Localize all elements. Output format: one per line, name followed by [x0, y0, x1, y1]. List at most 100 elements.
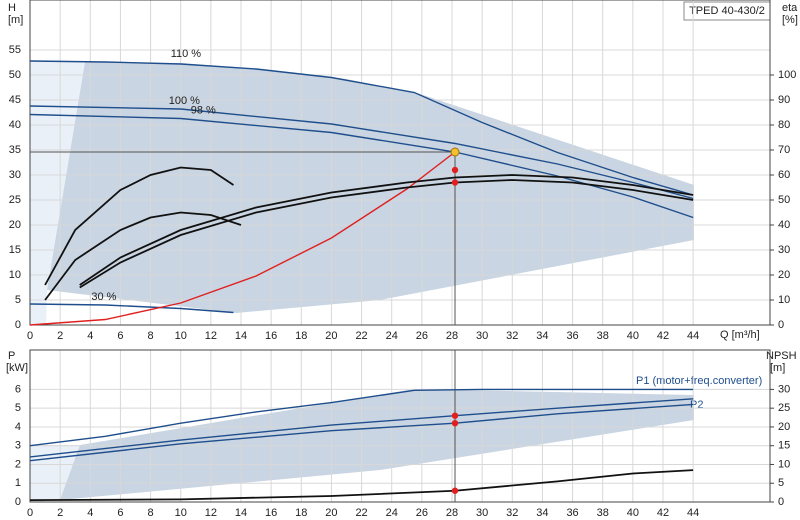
y-tick-label: 5 — [15, 402, 21, 414]
y-tick-label: 1 — [15, 477, 21, 489]
x-tick-label: 14 — [235, 507, 247, 519]
series-line — [44, 166, 234, 286]
y2-tick-label: 90 — [778, 94, 790, 106]
y2-tick-label: 0 — [778, 496, 784, 508]
x-tick-label: 36 — [566, 507, 578, 519]
y2-tick-label: 20 — [778, 269, 790, 281]
y-tick-label: 3 — [15, 440, 21, 452]
x-tick-label: 34 — [536, 507, 548, 519]
x-tick-label: 4 — [87, 507, 93, 519]
series-line — [79, 174, 694, 286]
duty-point — [451, 487, 459, 494]
series-line — [44, 211, 242, 301]
x-tick-label: 16 — [265, 330, 277, 342]
duty-point — [450, 147, 460, 157]
x-tick-label: 30 — [476, 330, 488, 342]
x-tick-label: 8 — [148, 507, 154, 519]
x-tick-label: 32 — [506, 507, 518, 519]
x-tick-label: 32 — [506, 330, 518, 342]
x-tick-label: 26 — [416, 330, 428, 342]
y2-tick-label: 40 — [778, 219, 790, 231]
y2-tick-label: 30 — [778, 383, 790, 395]
head-chart: H [m] eta [%] TPED 40-430/2 Q [m³/h] — [8, 1, 798, 341]
x-tick-label: 30 — [476, 507, 488, 519]
y-tick-label: 4 — [15, 421, 21, 433]
x-tick-label: 44 — [687, 330, 699, 342]
x-tick-label: 22 — [355, 330, 367, 342]
y-tick-label: 0 — [15, 496, 21, 508]
y2-tick-label: 80 — [778, 119, 790, 131]
y-tick-label: 20 — [9, 219, 21, 231]
y-axis-label: H — [8, 2, 16, 14]
x-tick-label: 12 — [205, 507, 217, 519]
annotation: P1 (motor+freq.converter) — [636, 375, 762, 387]
x-axis-label: Q [m³/h] — [720, 329, 760, 341]
x-tick-label: 20 — [325, 507, 337, 519]
series-line — [79, 179, 694, 289]
series-line — [29, 60, 694, 196]
curve-label: 30 % — [91, 291, 116, 303]
x-tick-label: 24 — [386, 330, 398, 342]
x-tick-label: 36 — [566, 330, 578, 342]
x-tick-label: 40 — [627, 507, 639, 519]
y2-axis-unit: [m] — [770, 362, 785, 374]
x-tick-label: 40 — [627, 330, 639, 342]
y-tick-label: 40 — [9, 119, 21, 131]
series-line — [29, 151, 456, 326]
x-tick-label: 18 — [295, 507, 307, 519]
curve-label: 98 % — [191, 104, 216, 116]
series-line — [29, 403, 694, 462]
x-tick-label: 44 — [687, 507, 699, 519]
curve-label: 100 % — [169, 95, 200, 107]
y-tick-label: 50 — [9, 69, 21, 81]
x-tick-label: 2 — [57, 507, 63, 519]
x-tick-label: 16 — [265, 507, 277, 519]
plot-frame — [29, 0, 771, 326]
y2-tick-label: 60 — [778, 169, 790, 181]
x-tick-label: 4 — [87, 330, 93, 342]
plot: 0 2 4 6 8 10 12 14 16 18 20 22 24 26 28 30 32 34 36 38 40 42 4… — [15, 349, 790, 519]
x-tick-label: 38 — [597, 507, 609, 519]
duty-point — [451, 419, 459, 427]
y2-tick-label: 25 — [778, 402, 790, 414]
y2-tick-label: 5 — [778, 477, 784, 489]
x-tick-label: 12 — [205, 330, 217, 342]
y-tick-label: 25 — [9, 194, 21, 206]
y2-tick-label: 10 — [778, 458, 790, 470]
y-axis-unit: [m] — [8, 14, 23, 26]
plot: 0 2 4 6 8 10 12 14 16 18 20 22 24 26 28 30 32 34 36 38 40 42 4… — [9, 0, 796, 342]
y2-axis-unit: [%] — [782, 14, 798, 26]
series-line — [29, 105, 694, 200]
x-tick-label: 28 — [446, 507, 458, 519]
x-tick-label: 2 — [57, 330, 63, 342]
y2-tick-label: 10 — [778, 294, 790, 306]
x-tick-label: 24 — [386, 507, 398, 519]
y-tick-label: 15 — [9, 244, 21, 256]
y-tick-label: 45 — [9, 94, 21, 106]
x-tick-label: 14 — [235, 330, 247, 342]
y-tick-label: 2 — [15, 458, 21, 470]
y2-tick-label: 100 — [778, 69, 796, 81]
y-axis-unit: [kW] — [6, 362, 28, 374]
x-tick-label: 6 — [117, 507, 123, 519]
duty-point — [451, 179, 459, 186]
x-tick-label: 0 — [27, 330, 33, 342]
y-axis-label: P — [8, 350, 15, 362]
x-tick-label: 22 — [355, 507, 367, 519]
x-tick-label: 42 — [657, 507, 669, 519]
envelope-light — [30, 60, 85, 325]
x-tick-label: 10 — [175, 330, 187, 342]
y2-tick-label: 50 — [778, 194, 790, 206]
x-tick-label: 20 — [325, 330, 337, 342]
x-tick-label: 38 — [597, 330, 609, 342]
y2-tick-label: 0 — [778, 319, 784, 331]
x-tick-label: 28 — [446, 330, 458, 342]
y2-tick-label: 30 — [778, 244, 790, 256]
x-tick-label: 26 — [416, 507, 428, 519]
x-tick-label: 18 — [295, 330, 307, 342]
y2-tick-label: 15 — [778, 440, 790, 452]
series-line — [29, 388, 694, 447]
series-line — [29, 398, 694, 458]
y-tick-label: 10 — [9, 269, 21, 281]
